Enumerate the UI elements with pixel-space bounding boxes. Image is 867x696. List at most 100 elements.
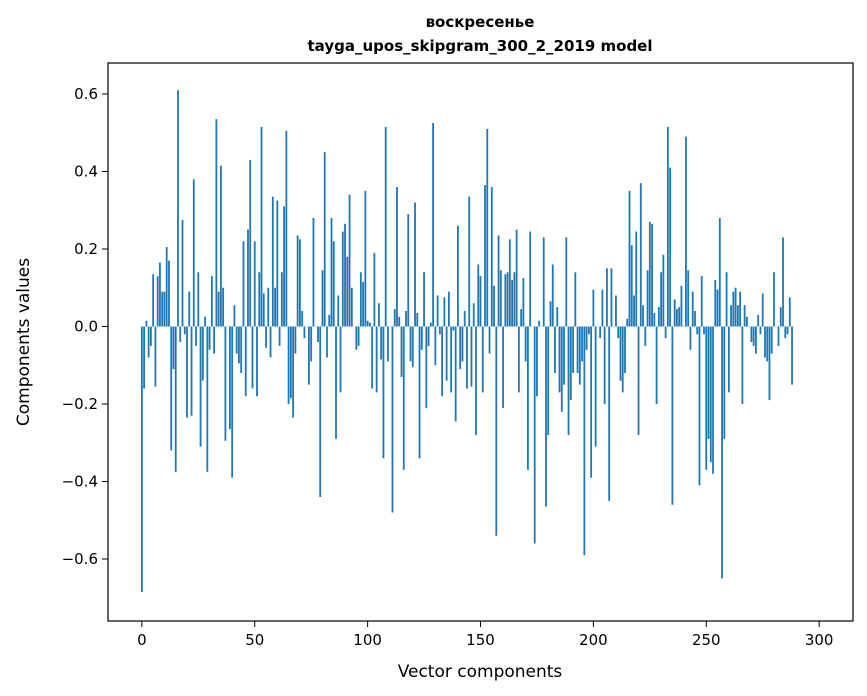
bar	[454, 326, 457, 422]
bar	[186, 326, 188, 418]
bar	[508, 239, 511, 327]
bar	[188, 291, 191, 327]
bar	[328, 314, 331, 327]
x-tick-label: 300	[805, 631, 834, 649]
bar	[565, 237, 568, 327]
y-tick-label: 0.2	[74, 240, 98, 258]
y-tick-label: −0.4	[62, 473, 98, 491]
bar	[380, 326, 383, 360]
bar	[655, 326, 658, 404]
bar	[782, 237, 784, 327]
bar	[443, 297, 446, 327]
bar	[450, 326, 453, 393]
bar	[626, 318, 629, 327]
bar	[145, 320, 148, 327]
bar	[624, 326, 626, 373]
bar	[560, 326, 563, 412]
bar	[294, 326, 297, 354]
bar	[608, 326, 611, 501]
bar	[784, 326, 787, 339]
bar	[773, 272, 775, 327]
bar	[238, 326, 240, 364]
bar	[606, 268, 608, 327]
bar	[533, 326, 536, 544]
bar	[601, 289, 604, 327]
bar	[506, 272, 509, 327]
bar	[696, 326, 699, 335]
bar	[179, 326, 182, 342]
bar	[387, 326, 389, 362]
bar	[569, 326, 572, 401]
bar	[348, 194, 351, 327]
bar	[639, 183, 642, 327]
bar	[578, 326, 581, 385]
bar	[468, 196, 471, 327]
y-tick-label: 0.4	[74, 163, 98, 181]
bar	[635, 231, 638, 327]
bar	[165, 247, 168, 327]
bar	[463, 311, 466, 327]
bar	[694, 311, 696, 327]
bar	[384, 126, 387, 327]
bar	[513, 272, 516, 327]
bar	[452, 326, 455, 331]
bar	[174, 326, 177, 472]
bar	[732, 291, 735, 327]
x-tick-label: 250	[692, 631, 721, 649]
bar	[495, 326, 498, 536]
bar	[213, 326, 216, 354]
bar	[441, 326, 444, 397]
bar	[289, 326, 292, 399]
bar	[224, 326, 227, 441]
bar	[709, 326, 712, 463]
bar	[323, 152, 326, 327]
bar	[657, 307, 660, 327]
bar	[396, 187, 398, 327]
bar	[585, 326, 588, 350]
bar	[490, 187, 493, 327]
x-tick-label: 50	[245, 631, 264, 649]
bar	[371, 326, 374, 389]
bar	[766, 326, 769, 362]
bar	[267, 287, 270, 327]
bar	[637, 326, 640, 435]
bar	[159, 262, 161, 327]
bar	[244, 326, 247, 397]
bar	[149, 326, 152, 346]
bar	[727, 326, 730, 393]
bar	[172, 326, 175, 370]
bar	[215, 119, 218, 327]
bar	[152, 274, 155, 327]
x-axis: 0 50 100 150 200 250 300	[137, 621, 833, 649]
bar	[287, 326, 290, 404]
bar	[350, 287, 353, 327]
bar	[457, 225, 459, 327]
bar	[466, 326, 468, 389]
bar	[355, 326, 358, 350]
bar	[247, 229, 249, 327]
bar	[662, 254, 665, 327]
bar	[676, 309, 678, 327]
bar	[231, 326, 234, 478]
bar	[777, 326, 780, 346]
bar	[563, 326, 565, 385]
bar	[398, 316, 401, 327]
bar	[590, 326, 593, 478]
bar	[253, 241, 256, 327]
bar	[739, 291, 742, 327]
bar	[558, 326, 561, 393]
bar	[536, 326, 538, 397]
bar	[529, 231, 532, 327]
bar	[479, 276, 482, 327]
bar	[242, 241, 245, 327]
bar	[545, 326, 547, 507]
bar	[527, 326, 529, 470]
bar	[382, 326, 385, 459]
bar	[393, 309, 396, 327]
bar	[716, 289, 719, 327]
bar	[475, 326, 477, 435]
y-axis-label: Components values	[14, 258, 34, 426]
bar	[161, 291, 164, 327]
